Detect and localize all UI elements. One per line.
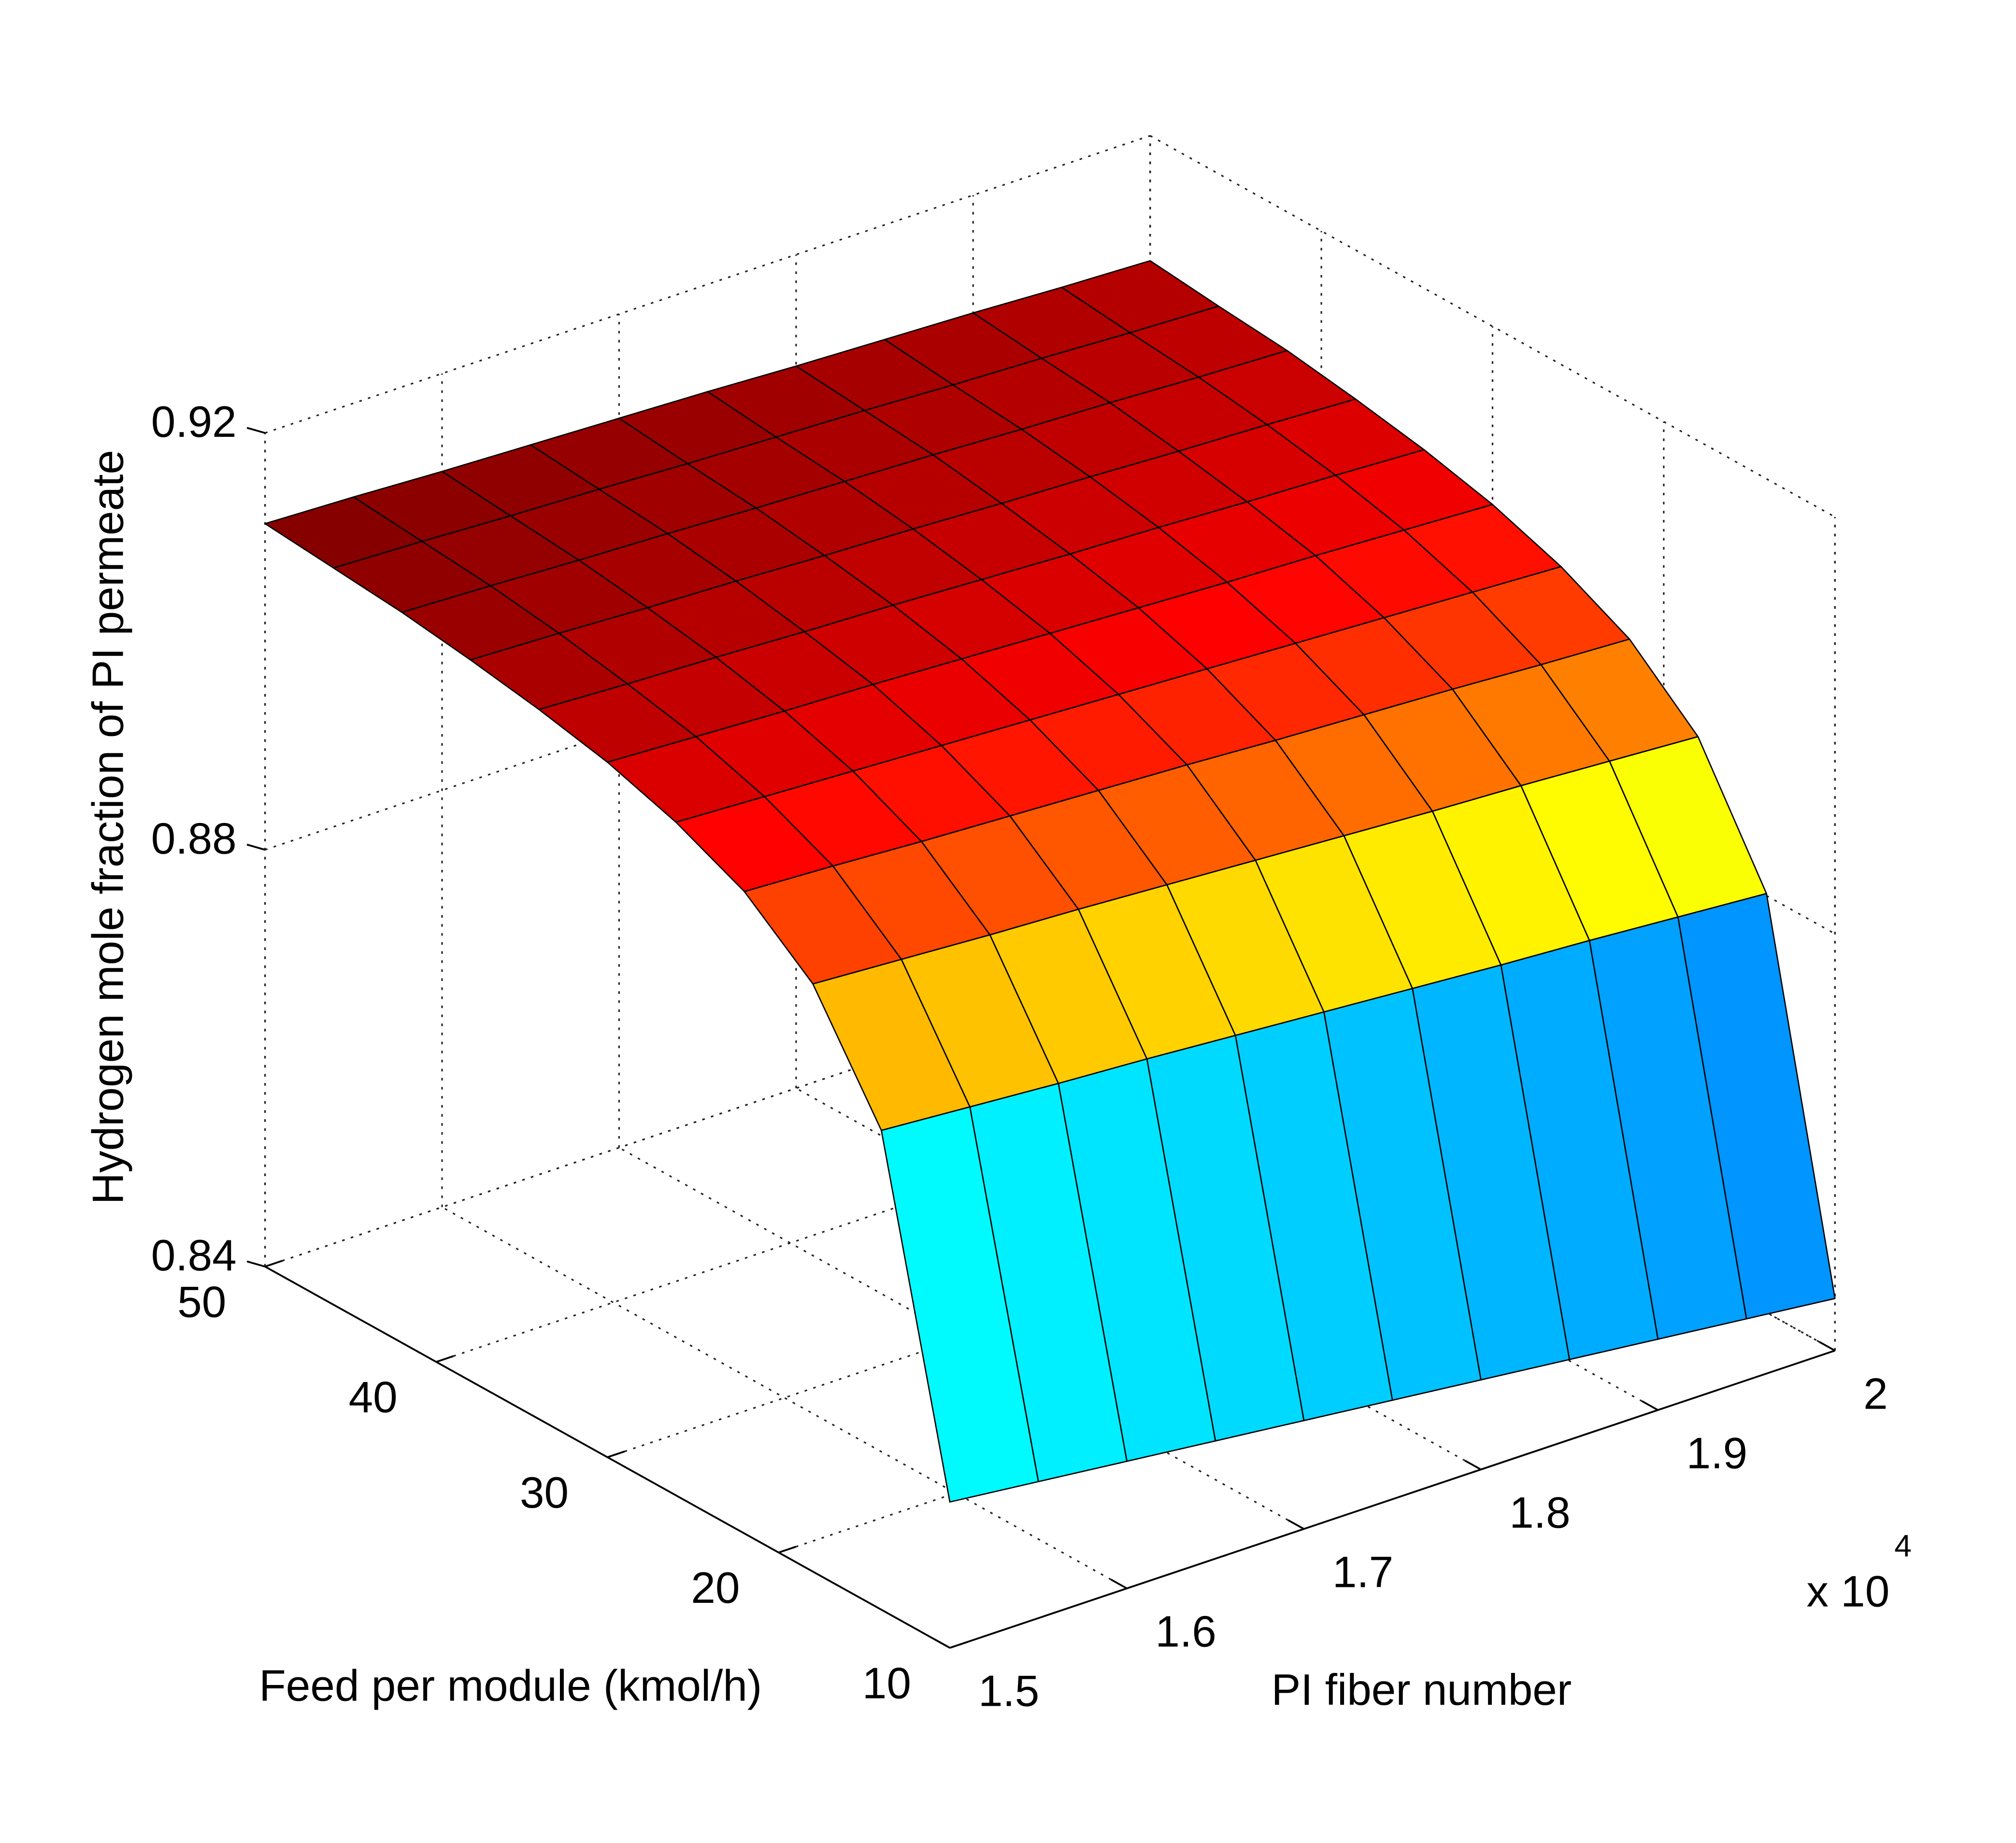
- x-tick: [1818, 1341, 1836, 1352]
- y-tick-label: 20: [691, 1564, 740, 1613]
- x-tick: [1287, 1519, 1304, 1530]
- x-tick-label: 1.8: [1509, 1488, 1570, 1537]
- grid-line: [265, 135, 1151, 434]
- y-axis-title: Feed per module (kmol/h): [259, 1662, 762, 1711]
- x-axis-title: PI fiber number: [1272, 1666, 1572, 1714]
- x-multiplier: x 10: [1806, 1567, 1889, 1616]
- grid-line: [618, 1147, 1304, 1530]
- y-tick: [436, 1355, 454, 1363]
- x-tick: [1110, 1579, 1128, 1589]
- x-tick-label: 1.7: [1332, 1548, 1393, 1597]
- z-tick: [246, 1260, 266, 1267]
- y-tick-label: 30: [520, 1469, 569, 1517]
- x-multiplier-exponent: 4: [1894, 1528, 1912, 1563]
- x-tick-label: 1.6: [1155, 1607, 1216, 1656]
- x-tick: [933, 1638, 951, 1649]
- x-tick: [1642, 1400, 1659, 1411]
- y-tick: [607, 1450, 625, 1458]
- z-axis-title: Hydrogen mole fraction of PI permeate: [84, 450, 132, 1205]
- x-tick-label: 2: [1863, 1369, 1888, 1418]
- z-tick: [246, 427, 266, 434]
- y-tick: [778, 1546, 796, 1554]
- y-tick: [265, 1260, 283, 1267]
- x-tick: [1464, 1460, 1482, 1470]
- y-tick: [949, 1641, 968, 1649]
- y-tick-label: 10: [862, 1659, 911, 1708]
- z-tick-label: 0.84: [151, 1231, 237, 1280]
- axis-layer: 10 20 30 40 50 1.5 1.6 1.7 1.8 1.9 2 0.84 0.88 0.92: [151, 398, 1888, 1715]
- y-tick-label: 40: [349, 1373, 398, 1422]
- y-axis-line: [264, 1266, 951, 1649]
- surface-patch: [881, 1106, 1039, 1503]
- z-tick-label: 0.92: [151, 398, 237, 446]
- x-tick-label: 1.5: [978, 1667, 1039, 1715]
- z-tick-label: 0.88: [151, 815, 237, 864]
- grid-line: [442, 1206, 1128, 1589]
- x-tick-label: 1.9: [1687, 1429, 1747, 1478]
- surface-layer: [264, 260, 1836, 1503]
- z-tick: [246, 844, 266, 851]
- x-axis-line: [949, 1350, 1835, 1649]
- grid-line: [1149, 135, 1836, 518]
- y-tick-label: 50: [177, 1278, 226, 1326]
